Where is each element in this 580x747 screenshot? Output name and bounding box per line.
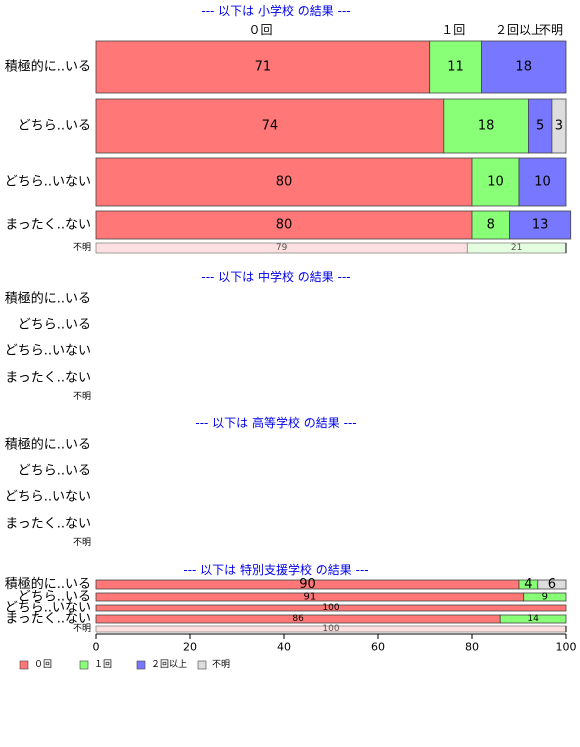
bar-segment-２回以上 xyxy=(480,40,567,94)
row-label: どちら..いる xyxy=(18,318,91,333)
bar-segment-１回 xyxy=(443,98,529,154)
data-label: 18 xyxy=(515,60,532,75)
legend-swatch xyxy=(197,660,207,670)
row-label: 不明 xyxy=(73,623,91,634)
row-label: 不明 xyxy=(73,391,91,402)
data-label: 80 xyxy=(276,175,293,190)
panel-title: --- 以下は 高等学校 の結果 --- xyxy=(195,415,356,430)
data-label: 100 xyxy=(322,624,339,634)
x-tick-label: 60 xyxy=(371,641,385,654)
x-tick-label: 20 xyxy=(183,641,197,654)
row-label: 積極的に..いる xyxy=(5,59,91,75)
bar-segment-０回 xyxy=(95,210,473,240)
legend-swatch xyxy=(79,660,89,670)
row-label: 積極的に..いる xyxy=(5,291,91,307)
top-category-label: ０回 xyxy=(248,23,272,37)
legend-swatch xyxy=(136,660,146,670)
data-label: 86 xyxy=(292,614,304,624)
legend-label: ２回以上 xyxy=(151,659,187,670)
bar-segment-１回 xyxy=(471,210,510,240)
row-label: 不明 xyxy=(73,537,91,548)
legend-label: 不明 xyxy=(212,659,230,670)
bar-segment-１回 xyxy=(499,614,567,624)
row-label: まったく..ない xyxy=(5,612,91,627)
legend-label: ０回 xyxy=(34,659,52,670)
row-label: どちら..いる xyxy=(18,464,91,479)
bar-segment-１回 xyxy=(523,592,567,602)
row-label: まったく..ない xyxy=(5,371,91,386)
data-label: 100 xyxy=(322,603,339,613)
bar-segment-０回 xyxy=(95,40,431,94)
bar-segment-１回 xyxy=(471,157,520,207)
x-tick-label: 100 xyxy=(556,641,577,654)
data-label: 8 xyxy=(487,218,495,233)
row-label: まったく..ない xyxy=(5,218,91,233)
row-label: どちら..いない xyxy=(5,490,91,505)
data-label: 18 xyxy=(478,119,495,134)
data-label: 13 xyxy=(532,218,549,233)
data-label: 21 xyxy=(511,243,522,253)
panel-title: --- 以下は 小学校 の結果 --- xyxy=(201,3,350,18)
data-label: 79 xyxy=(276,243,288,253)
row-label: 不明 xyxy=(73,242,91,253)
bar-segment-０回 xyxy=(95,98,445,154)
data-label: 14 xyxy=(527,614,539,624)
data-label: 5 xyxy=(536,119,544,134)
bar-segment-２回以上 xyxy=(509,210,572,240)
bar-segment-１回 xyxy=(429,40,482,94)
bar-segment-０回 xyxy=(95,157,473,207)
data-label: 10 xyxy=(534,175,551,190)
row-label: どちら..いない xyxy=(5,175,91,190)
data-label: 6 xyxy=(548,577,556,592)
top-category-label: ２回以上 xyxy=(495,23,543,37)
top-category-label: １回 xyxy=(441,23,465,37)
row-label: まったく..ない xyxy=(5,517,91,532)
panel-title: --- 以下は 中学校 の結果 --- xyxy=(201,269,350,284)
bar-segment-０回 xyxy=(95,604,567,612)
legend-swatch xyxy=(19,660,29,670)
data-label: 10 xyxy=(487,175,504,190)
x-tick-label: 40 xyxy=(277,641,291,654)
data-label: 3 xyxy=(555,119,563,134)
row-label: どちら..いない xyxy=(5,344,91,359)
data-label: 71 xyxy=(255,60,272,75)
bar-segment-不明 xyxy=(537,579,567,590)
bar-segment-２回以上 xyxy=(518,157,567,207)
legend-label: １回 xyxy=(94,659,112,670)
panel-title: --- 以下は 特別支援学校 の結果 --- xyxy=(183,562,368,577)
bar-segment-不明 xyxy=(551,98,567,154)
x-tick-label: 0 xyxy=(93,641,100,654)
data-label: 90 xyxy=(299,577,316,592)
data-label: 9 xyxy=(542,592,548,603)
top-category-label: 不明 xyxy=(539,23,563,37)
data-label: 91 xyxy=(303,592,316,603)
data-label: 74 xyxy=(262,119,279,134)
row-label: 積極的に..いる xyxy=(5,576,91,592)
row-label: 積極的に..いる xyxy=(5,437,91,453)
data-label: 11 xyxy=(447,60,464,75)
row-label: どちら..いない xyxy=(5,601,91,616)
row-label: どちら..いる xyxy=(18,119,91,134)
row-label: どちら..いる xyxy=(18,590,91,605)
x-tick-label: 80 xyxy=(465,641,479,654)
data-label: 80 xyxy=(276,218,293,233)
data-label: 4 xyxy=(524,577,532,592)
